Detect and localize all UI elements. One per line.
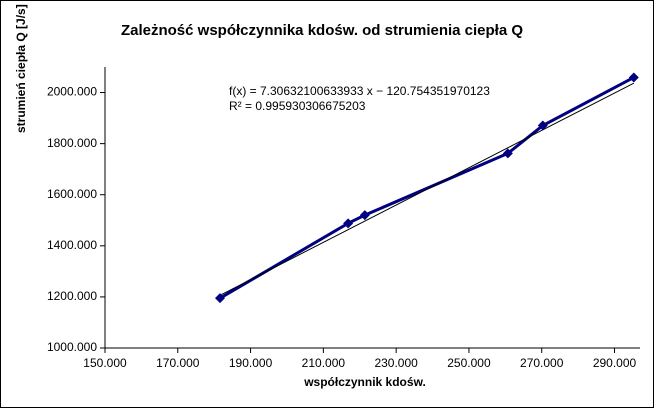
y-tick-label: 1800.000 <box>47 136 97 150</box>
data-point <box>502 148 513 159</box>
x-tick-label: 230.000 <box>374 356 418 370</box>
data-point <box>537 120 548 131</box>
data-point <box>628 72 639 83</box>
x-tick-label: 250.000 <box>447 356 491 370</box>
x-axis-title: współczynnik kdośw. <box>303 375 426 389</box>
trend-r2: R² = 0.995930306675203 <box>229 99 366 113</box>
y-tick-label: 1000.000 <box>47 340 97 354</box>
y-tick-label: 1200.000 <box>47 289 97 303</box>
trend-equation: f(x) = 7.30632100633933 x − 120.75435197… <box>229 84 490 98</box>
data-point <box>215 293 226 304</box>
trendline <box>219 82 635 296</box>
x-tick-label: 170.000 <box>156 356 200 370</box>
y-axis-title: strumień ciepła Q [J/s] <box>14 4 28 133</box>
y-tick-label: 1400.000 <box>47 238 97 252</box>
x-tick-label: 150.000 <box>83 356 127 370</box>
y-tick-label: 1600.000 <box>47 187 97 201</box>
x-tick-label: 210.000 <box>302 356 346 370</box>
chart-title: Zależność współczynnika kdośw. od strumi… <box>121 22 523 39</box>
data-point <box>343 218 354 229</box>
x-tick-label: 290.000 <box>593 356 637 370</box>
data-point <box>359 210 370 221</box>
x-tick-label: 270.000 <box>520 356 564 370</box>
y-tick-label: 2000.000 <box>47 85 97 99</box>
x-tick-label: 190.000 <box>229 356 273 370</box>
